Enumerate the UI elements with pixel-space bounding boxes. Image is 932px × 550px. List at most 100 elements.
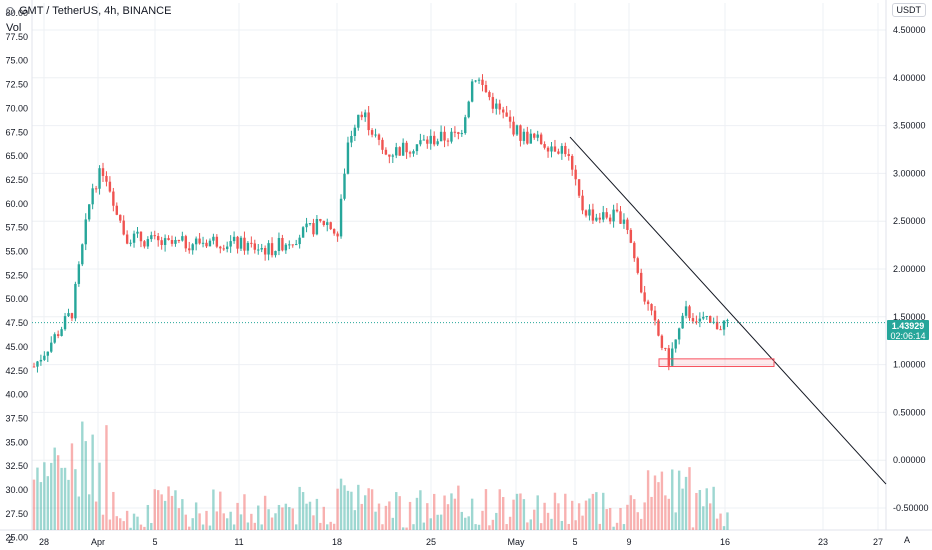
candle-body [191, 244, 194, 251]
candle-body [364, 112, 367, 118]
volume-bar [581, 515, 584, 530]
candle-body [391, 155, 394, 157]
volume-bar [74, 469, 77, 530]
volume-bar [353, 510, 357, 530]
candle-body [515, 125, 519, 135]
candle-body [615, 209, 619, 212]
candle-body [453, 131, 457, 133]
volume-bar [443, 495, 446, 530]
volume-bar [626, 504, 629, 530]
volume-bar [332, 523, 336, 530]
left-axis-tick-label: 32.50 [5, 461, 28, 471]
volume-bar [602, 492, 605, 530]
left-axis-tick-label: 40.00 [5, 390, 28, 400]
candle-body [502, 109, 505, 113]
candle-body [633, 242, 636, 259]
candle-body [94, 188, 98, 190]
symbol-title[interactable]: GMT / TetherUS, 4h, BINANCE [19, 5, 172, 17]
volume-bar [674, 512, 677, 530]
candle-body [257, 249, 260, 251]
volume-bar [712, 486, 715, 530]
volume-bar [653, 475, 657, 530]
candle-body [308, 223, 312, 225]
volume-bar [401, 527, 405, 530]
volume-bar [108, 519, 112, 530]
volume-bar [70, 443, 74, 530]
candle-body [719, 329, 722, 331]
candle-body [681, 315, 684, 329]
candle-body [436, 141, 439, 145]
volume-bar [101, 514, 105, 530]
volume-bar [236, 502, 239, 530]
volume-bar [88, 494, 91, 530]
timezone-button[interactable]: Z [8, 535, 14, 545]
volume-bar [367, 488, 370, 530]
candle-body [688, 306, 691, 319]
volume-bar [398, 496, 401, 530]
volume-indicator-label[interactable]: Vol [6, 22, 22, 34]
candle-body [205, 242, 208, 247]
candle-body [495, 103, 498, 109]
volume-bar [350, 491, 353, 530]
candle-body [81, 244, 84, 265]
volume-bar [315, 498, 319, 530]
candle-body [119, 214, 122, 221]
candle-body [295, 244, 298, 246]
candle-body [401, 142, 405, 156]
candle-body [360, 114, 363, 118]
candle-body [657, 320, 660, 336]
candle-body [498, 103, 501, 110]
volume-bar [498, 489, 501, 530]
volume-bar [439, 514, 443, 530]
candle-body [702, 316, 705, 319]
volume-bar [153, 489, 156, 530]
candle-body [322, 220, 325, 225]
volume-bar [122, 521, 125, 530]
candle-body [243, 237, 246, 251]
candle-body [715, 321, 719, 330]
candle-body [298, 237, 301, 245]
currency-unit-badge[interactable]: USDT [891, 3, 926, 17]
candle-body [150, 235, 153, 240]
volume-bar [695, 492, 698, 530]
volume-bar [163, 500, 167, 530]
volume-bar [267, 509, 270, 530]
candle-body [274, 250, 277, 256]
candle-body [470, 81, 474, 102]
volume-bar [174, 490, 177, 530]
volume-bar [84, 441, 87, 530]
left-axis-tick-label: 35.00 [5, 437, 28, 447]
candle-body [270, 243, 274, 256]
left-axis-tick-label: 75.00 [5, 56, 28, 66]
auto-scale-button[interactable]: A [904, 535, 911, 545]
volume-bar [53, 447, 56, 530]
right-axis-tick-label: 0.50000 [893, 407, 926, 417]
volume-bar [722, 526, 726, 530]
trendline[interactable] [569, 136, 887, 485]
candle-body [167, 238, 170, 241]
volume-bar [671, 469, 674, 530]
volume-bar [574, 520, 577, 530]
volume-bar [336, 488, 339, 530]
candle-body [408, 152, 412, 154]
candle-body [181, 236, 184, 241]
volume-bar [567, 523, 570, 530]
volume-bar [633, 499, 636, 530]
volume-bar [60, 467, 63, 530]
volume-bar [212, 489, 215, 530]
candle-body [222, 248, 225, 250]
volume-bar [277, 504, 281, 530]
candle-body [709, 316, 712, 323]
candle-body [381, 139, 384, 150]
left-axis-tick-label: 77.50 [5, 32, 28, 42]
right-axis-tick-label: 2.00000 [893, 264, 926, 274]
volume-bar [360, 503, 363, 530]
candle-body [367, 112, 370, 131]
candle-body [91, 188, 94, 205]
volume-bar [384, 505, 388, 530]
support-zone-rectangle[interactable] [658, 358, 775, 368]
volume-bar [453, 498, 457, 530]
right-axis-tick-label: -0.50000 [893, 503, 929, 513]
left-axis-tick-label: 55.00 [5, 247, 28, 257]
